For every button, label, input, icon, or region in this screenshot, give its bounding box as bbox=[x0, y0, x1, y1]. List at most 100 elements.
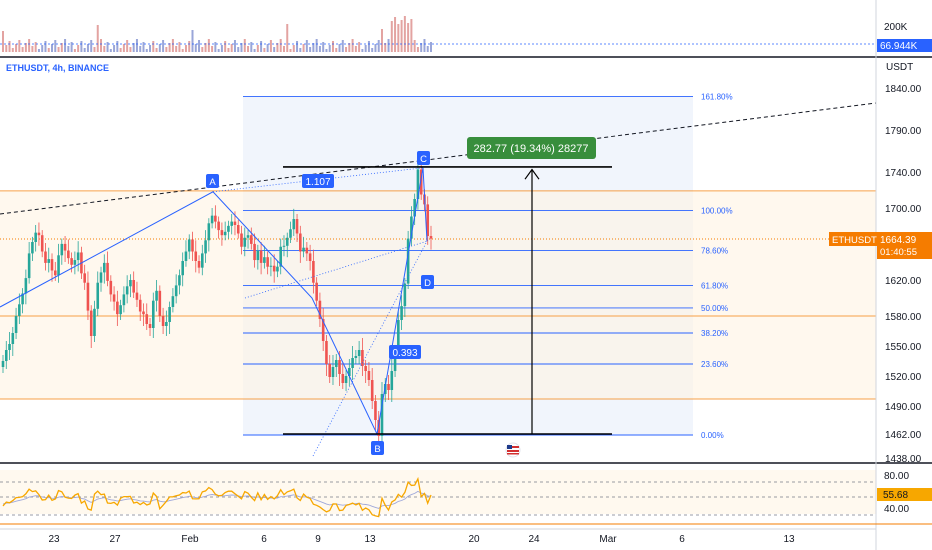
volume-bar bbox=[90, 40, 93, 52]
volume-bar bbox=[217, 49, 220, 52]
candle-body bbox=[308, 253, 312, 261]
volume-bar bbox=[80, 41, 83, 52]
volume-bar bbox=[387, 39, 390, 52]
volume-bar bbox=[345, 47, 348, 52]
volume-bar bbox=[188, 41, 191, 52]
volume-bars bbox=[2, 16, 432, 52]
time-tick-label: 23 bbox=[48, 534, 60, 545]
candle-body bbox=[351, 358, 354, 368]
volume-bar bbox=[24, 43, 27, 52]
volume-bar bbox=[113, 45, 116, 52]
candle-body bbox=[416, 169, 420, 199]
candle-body bbox=[357, 350, 361, 356]
volume-bar bbox=[276, 43, 279, 52]
volume-bar bbox=[325, 49, 328, 52]
ticker-badge[interactable] bbox=[829, 232, 877, 246]
candle-body bbox=[227, 225, 230, 232]
volume-bar bbox=[51, 44, 54, 52]
volume-bar bbox=[152, 41, 155, 52]
harmonic-pattern-drawing[interactable] bbox=[0, 102, 877, 457]
candle-body bbox=[410, 216, 413, 239]
volume-bar bbox=[211, 46, 214, 52]
ratio-xab-box[interactable] bbox=[302, 174, 334, 188]
candle-body bbox=[158, 290, 162, 316]
candle-body bbox=[31, 242, 34, 254]
volume-bar bbox=[122, 44, 125, 52]
candle-body bbox=[76, 252, 80, 261]
candle-body bbox=[119, 305, 122, 315]
us-flag-event-icon[interactable] bbox=[505, 442, 521, 458]
price-tick-label: 1790.00 bbox=[885, 126, 922, 137]
candle-body bbox=[334, 360, 338, 367]
point-b-badge[interactable] bbox=[371, 441, 384, 455]
candle-body bbox=[299, 233, 302, 252]
candle-body bbox=[53, 270, 57, 276]
volume-bar bbox=[253, 49, 256, 52]
candle-body bbox=[364, 366, 367, 371]
volume-bar bbox=[103, 46, 106, 52]
time-tick-label: 20 bbox=[468, 534, 480, 545]
fib-level-label: 50.00% bbox=[701, 304, 728, 313]
volume-bar bbox=[47, 48, 50, 52]
volume-bar bbox=[86, 44, 89, 52]
measure-label-box[interactable] bbox=[467, 137, 596, 159]
last-volume-label: 66.944K bbox=[880, 41, 918, 52]
volume-bar bbox=[77, 45, 80, 52]
candle-body bbox=[253, 243, 256, 261]
candle-body bbox=[67, 250, 70, 259]
orange-zone-shading bbox=[0, 190, 876, 399]
candle-body bbox=[89, 310, 93, 336]
volume-bar bbox=[201, 47, 204, 52]
candle-body bbox=[256, 250, 260, 261]
candle-body bbox=[132, 280, 135, 293]
volume-bar bbox=[361, 49, 364, 52]
volume-bar bbox=[64, 39, 67, 52]
fib-level-label: 23.60% bbox=[701, 360, 728, 369]
fib-level-label: 0.00% bbox=[701, 431, 724, 440]
volume-bar bbox=[34, 42, 37, 52]
candle-body bbox=[374, 401, 377, 420]
candle-body bbox=[27, 253, 31, 279]
volume-bar bbox=[348, 43, 351, 52]
candle-body bbox=[214, 215, 217, 222]
candle-body bbox=[354, 356, 358, 358]
volume-bar bbox=[423, 39, 426, 52]
volume-bar bbox=[67, 46, 70, 52]
candle-body bbox=[44, 251, 47, 263]
candle-body bbox=[86, 282, 90, 311]
ratio-abc-box[interactable] bbox=[389, 345, 421, 359]
volume-bar bbox=[191, 30, 194, 52]
point-c-badge[interactable] bbox=[417, 151, 430, 165]
volume-bar bbox=[390, 21, 393, 52]
volume-bar bbox=[41, 45, 44, 52]
fib-level-label: 100.00% bbox=[701, 207, 733, 216]
candle-body bbox=[4, 350, 8, 361]
volume-bar bbox=[142, 42, 145, 52]
candle-body bbox=[400, 306, 403, 320]
candle-body bbox=[106, 262, 109, 281]
ticker-label: ETHUSDT bbox=[832, 235, 877, 246]
symbol-title[interactable]: ETHUSDT, 4h, BINANCE bbox=[6, 63, 110, 73]
volume-bar bbox=[250, 42, 253, 52]
point-a-badge[interactable] bbox=[206, 174, 219, 188]
volume-bar bbox=[18, 40, 21, 52]
candle-body bbox=[178, 275, 181, 286]
candle-body bbox=[318, 300, 322, 319]
candle-body bbox=[246, 235, 250, 238]
fib-retracement[interactable]: 161.80% 100.00% 78.60% 61.80% 50.00% 38.20% 23… bbox=[243, 92, 733, 440]
candle-body bbox=[60, 243, 64, 256]
volume-bar bbox=[178, 42, 181, 52]
candle-body bbox=[194, 251, 198, 261]
point-d-badge[interactable] bbox=[421, 275, 434, 289]
time-tick-label: 27 bbox=[109, 534, 121, 545]
time-tick-label: 9 bbox=[315, 534, 321, 545]
candle-body bbox=[289, 229, 292, 238]
volume-bar bbox=[44, 41, 47, 52]
volume-bar bbox=[149, 45, 152, 52]
volume-bar bbox=[269, 40, 272, 52]
candle-body bbox=[279, 246, 283, 267]
volume-bar bbox=[227, 48, 230, 52]
price-tick-label: 1462.00 bbox=[885, 430, 922, 441]
